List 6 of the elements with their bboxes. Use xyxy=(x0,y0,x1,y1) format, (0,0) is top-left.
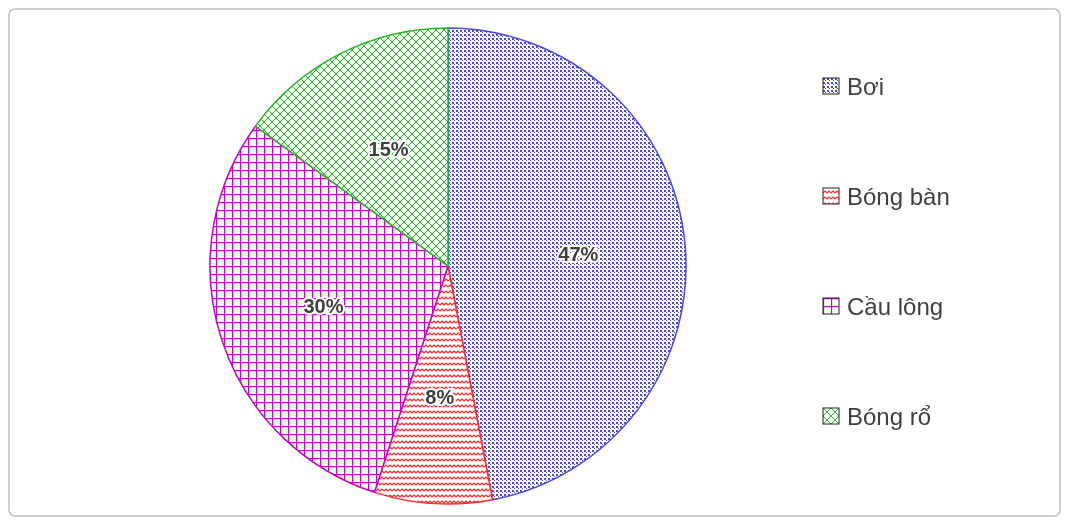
pie-slice xyxy=(254,27,449,267)
legend-label: Bơi xyxy=(847,72,885,100)
legend-label: Bóng bàn xyxy=(847,182,950,210)
legend-label: Bóng rổ xyxy=(847,402,932,430)
legend-label: Cầu lông xyxy=(847,292,944,320)
pie-slice xyxy=(373,265,494,505)
